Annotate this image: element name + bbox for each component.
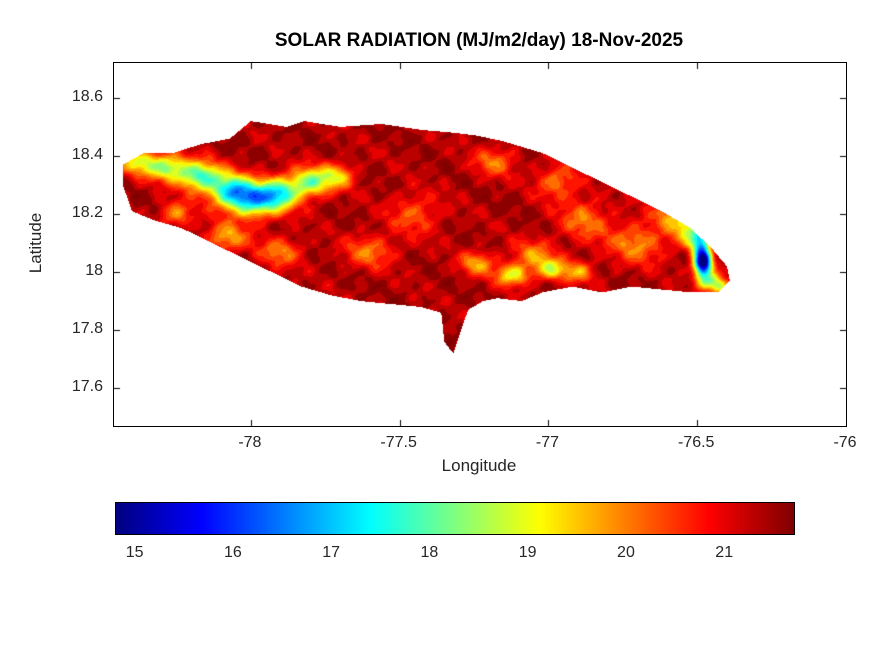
x-tick-label: -77.5	[380, 434, 417, 451]
plot-area	[113, 62, 847, 427]
colorbar-canvas	[116, 503, 794, 534]
x-tick-label: -78	[238, 434, 262, 451]
y-axis-label: Latitude	[26, 212, 45, 274]
x-tick-label: -77	[535, 434, 559, 451]
colorbar	[115, 502, 795, 535]
chart-title: SOLAR RADIATION (MJ/m2/day) 18-Nov-2025	[274, 30, 684, 51]
x-tick-label: -76.5	[677, 434, 715, 451]
colorbar-tick-label: 16	[224, 544, 242, 561]
colorbar-tick-label: 15	[125, 544, 144, 561]
colorbar-tick-label: 21	[715, 544, 734, 561]
colorbar-tick-label: 19	[518, 544, 537, 561]
x-axis-label: Longitude	[441, 456, 517, 475]
colorbar-tick-label: 20	[617, 544, 635, 561]
y-tick-label: 17.6	[71, 378, 103, 396]
x-tick-label: -76	[833, 434, 857, 451]
colorbar-tick-label: 18	[420, 544, 439, 561]
colorbar-tick-label: 17	[322, 544, 341, 561]
y-tick-label: 17.8	[71, 320, 103, 338]
y-tick-label: 18.6	[71, 87, 103, 105]
y-tick-label: 18.4	[71, 145, 103, 163]
heatmap-canvas	[114, 63, 846, 426]
